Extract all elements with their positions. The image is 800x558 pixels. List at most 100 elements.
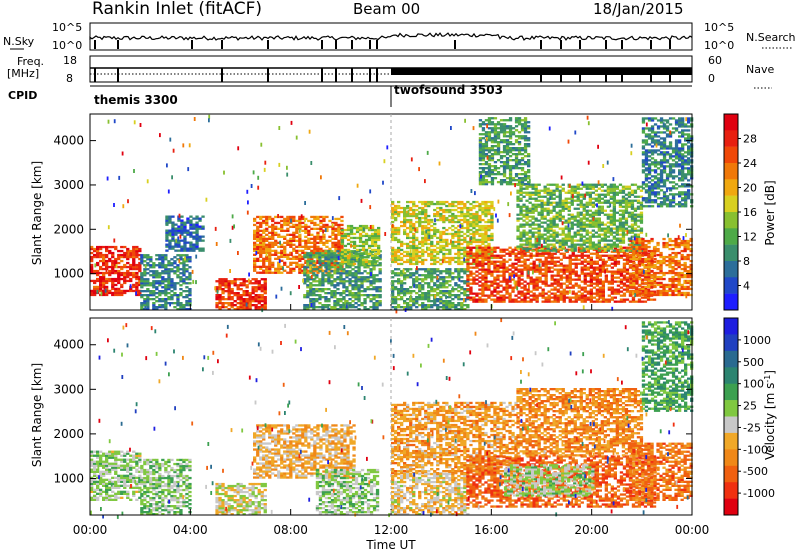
heatmap-cell — [448, 300, 451, 302]
heatmap-cell — [469, 297, 472, 299]
heatmap-cell — [171, 240, 174, 242]
heatmap-cell — [520, 253, 523, 255]
heatmap-cell — [539, 261, 542, 263]
heatmap-cell — [324, 258, 327, 260]
heatmap-cell — [310, 220, 313, 222]
heatmap-cell — [379, 304, 382, 306]
heatmap-cell — [589, 198, 592, 200]
heatmap-cell — [319, 236, 322, 238]
heatmap-cell — [391, 249, 394, 251]
heatmap-cell — [143, 274, 146, 276]
heatmap-cell — [454, 306, 457, 308]
heatmap-cell — [475, 221, 478, 223]
heatmap-cell — [348, 294, 351, 296]
heatmap-cell — [135, 286, 138, 288]
heatmap-cell — [325, 242, 328, 244]
heatmap-cell — [262, 242, 265, 244]
heatmap-cell — [499, 275, 502, 277]
heatmap-cell — [472, 283, 475, 285]
heatmap-cell — [418, 257, 421, 259]
heatmap-cell — [167, 298, 170, 300]
heatmap-cell — [336, 250, 339, 252]
heatmap-cell — [394, 261, 397, 263]
heatmap-cell — [342, 304, 345, 306]
heatmap-cell — [460, 261, 463, 263]
heatmap-cell — [487, 287, 490, 289]
heatmap-cell — [256, 226, 259, 228]
heatmap-cell — [418, 201, 421, 203]
heatmap-cell — [357, 280, 360, 282]
heatmap-cell — [590, 273, 593, 275]
heatmap-cell — [427, 276, 430, 278]
heatmap-cell — [168, 216, 171, 218]
heatmap-cell — [505, 287, 508, 289]
heatmap-cell — [168, 220, 171, 222]
heatmap-cell — [403, 276, 406, 278]
heatmap-cell — [463, 251, 466, 253]
heatmap-cell — [357, 292, 360, 294]
heatmap-cell — [152, 292, 155, 294]
heatmap-cell — [478, 239, 481, 241]
heatmap-cell — [566, 271, 569, 273]
heatmap-cell — [289, 216, 292, 218]
heatmap-cell — [271, 244, 274, 246]
heatmap-cell — [365, 233, 368, 235]
heatmap-cell — [525, 250, 528, 252]
heatmap-cell — [541, 218, 544, 220]
heatmap-cell — [511, 267, 514, 269]
heatmap-cell — [430, 251, 433, 253]
heatmap-cell — [481, 299, 484, 301]
heatmap-cell — [379, 278, 382, 280]
heatmap-cell — [313, 238, 316, 240]
heatmap-cell — [502, 287, 505, 289]
heatmap-cell — [117, 266, 120, 268]
heatmap-cell — [533, 285, 536, 287]
heatmap-cell — [298, 242, 301, 244]
heatmap-cell — [421, 207, 424, 209]
heatmap-cell — [592, 246, 595, 248]
heatmap-cell — [472, 225, 475, 227]
heatmap-cell — [557, 291, 560, 293]
heatmap-cell — [475, 239, 478, 241]
heatmap-cell — [566, 275, 569, 277]
heatmap-cell — [451, 215, 454, 217]
heatmap-cell — [602, 263, 605, 265]
heatmap-cell — [577, 240, 580, 242]
heatmap-cell — [231, 302, 234, 304]
heatmap-cell — [189, 236, 192, 238]
heatmap-cell — [253, 248, 256, 250]
heatmap-cell — [354, 306, 357, 308]
heatmap-cell — [249, 298, 252, 300]
heatmap-cell — [268, 242, 271, 244]
heatmap-cell — [243, 280, 246, 282]
heatmap-cell — [596, 255, 599, 257]
heatmap-cell — [406, 207, 409, 209]
heatmap-cell — [475, 275, 478, 277]
heatmap-cell — [532, 234, 535, 236]
heatmap-cell — [430, 300, 433, 302]
heatmap-cell — [553, 194, 556, 196]
heatmap-cell — [439, 298, 442, 300]
heatmap-cell — [259, 240, 262, 242]
heatmap-cell — [519, 210, 522, 212]
heatmap-cell — [182, 282, 185, 284]
heatmap-cell — [545, 281, 548, 283]
heatmap-cell — [548, 299, 551, 301]
heatmap-cell — [179, 278, 182, 280]
heatmap-cell — [371, 233, 374, 235]
heatmap-cell — [173, 270, 176, 272]
heatmap-cell — [469, 233, 472, 235]
heatmap-cell — [298, 254, 301, 256]
heatmap-cell — [445, 257, 448, 259]
heatmap-cell — [539, 255, 542, 257]
heatmap-cell — [377, 233, 380, 235]
heatmap-cell — [590, 263, 593, 265]
heatmap-cell — [375, 278, 378, 280]
heatmap-cell — [559, 248, 562, 250]
heatmap-cell — [185, 264, 188, 266]
heatmap-cell — [451, 294, 454, 296]
heatmap-cell — [533, 255, 536, 257]
heatmap-cell — [574, 240, 577, 242]
heatmap-cell — [587, 261, 590, 263]
heatmap-cell — [587, 255, 590, 257]
